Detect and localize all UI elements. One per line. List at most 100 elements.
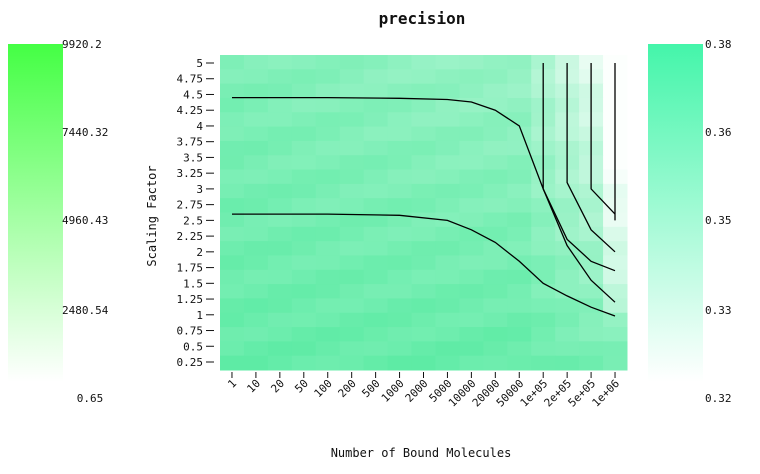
heatmap-cell — [291, 255, 317, 271]
heatmap-cell — [220, 298, 245, 314]
y-tick-label: 3 — [196, 183, 203, 196]
heatmap-cell — [315, 140, 341, 156]
heatmap-cell — [363, 183, 389, 199]
y-tick-label: 4.75 — [177, 73, 204, 86]
heatmap-cell — [531, 255, 556, 271]
heatmap-cell — [291, 341, 317, 357]
heatmap-cell — [267, 112, 293, 128]
heatmap-cell — [315, 169, 341, 185]
heatmap-cell — [243, 55, 269, 70]
heatmap-cell — [435, 269, 460, 285]
heatmap-cell — [603, 255, 628, 271]
heatmap-cell — [243, 69, 269, 85]
heatmap-cell — [339, 155, 365, 171]
heatmap-cell — [339, 212, 365, 228]
heatmap-cell — [220, 198, 245, 213]
heatmap-cell — [243, 241, 269, 256]
heatmap-cell — [555, 327, 580, 342]
heatmap-cell — [411, 198, 436, 213]
heatmap-cell — [243, 284, 269, 299]
heatmap-cell — [267, 169, 293, 185]
y-tick-label: 1.25 — [177, 293, 204, 306]
heatmap-cell — [507, 255, 532, 271]
heatmap-cell — [387, 327, 413, 342]
heatmap-cell — [411, 341, 436, 357]
heatmap-cell — [507, 312, 532, 328]
heatmap-cell — [435, 83, 460, 99]
heatmap-cell — [507, 241, 532, 256]
heatmap-cell — [267, 83, 293, 99]
heatmap-cell — [315, 241, 341, 256]
heatmap-cell — [603, 341, 628, 357]
heatmap-cell — [267, 226, 293, 242]
heatmap-cell — [579, 341, 604, 357]
heatmap-cell — [459, 226, 484, 242]
heatmap-cell — [507, 298, 532, 314]
x-tick-label: 1 — [225, 377, 239, 391]
heatmap-cell — [603, 284, 628, 299]
heatmap-cell — [220, 269, 245, 285]
heatmap-cell — [435, 355, 460, 371]
heatmap-cell — [411, 112, 436, 128]
heatmap-cell — [387, 183, 413, 199]
heatmap-cell — [411, 269, 436, 285]
heatmap-cell — [267, 140, 293, 156]
heatmap-cell — [459, 140, 484, 156]
heatmap-cell — [387, 241, 413, 256]
heatmap-cell — [363, 269, 389, 285]
heatmap-cell — [291, 69, 317, 85]
heatmap-cell — [459, 169, 484, 185]
heatmap-cell — [291, 55, 317, 70]
x-tick-label: 1000 — [379, 377, 407, 405]
x-tick-label: 1e+06 — [590, 377, 623, 410]
heatmap-cell — [459, 126, 484, 142]
heatmap-cell — [411, 83, 436, 99]
heatmap-cell — [291, 112, 317, 128]
heatmap-cell — [339, 269, 365, 285]
heatmap-cell — [435, 69, 460, 85]
right-colorbar-labels: 0.38 0.36 0.35 0.33 0.32 — [705, 38, 732, 405]
heatmap-cell — [220, 312, 245, 328]
heatmap-cell — [315, 112, 341, 128]
heatmap-cell — [339, 126, 365, 142]
heatmap-cell — [267, 298, 293, 314]
heatmap-cell — [339, 97, 365, 113]
heatmap-cell — [555, 284, 580, 299]
heatmap-cell — [315, 83, 341, 99]
heatmap-cell — [531, 212, 556, 228]
heatmap-cell — [291, 169, 317, 185]
heatmap-cell — [411, 298, 436, 314]
x-tick-label: 10 — [244, 377, 263, 396]
heatmap-cell — [507, 327, 532, 342]
y-tick-label: 2 — [196, 246, 203, 259]
heatmap-cell — [315, 355, 341, 371]
heatmap-cell — [483, 212, 508, 228]
left-colorbar-labels: 9920.2 7440.32 4960.43 2480.54 0.65 — [62, 38, 109, 405]
heatmap-cell — [459, 312, 484, 328]
heatmap-cell — [387, 269, 413, 285]
heatmap-cell — [267, 69, 293, 85]
heatmap-cell — [483, 97, 508, 113]
heatmap-cell — [339, 298, 365, 314]
heatmap-cell — [507, 198, 532, 213]
heatmap-cell — [411, 241, 436, 256]
heatmap-cell — [387, 226, 413, 242]
heatmap-cell — [483, 55, 508, 70]
heatmap-cell — [363, 83, 389, 99]
y-tick-label: 4.5 — [183, 88, 203, 101]
heatmap-cell — [531, 183, 556, 199]
heatmap-cell — [579, 241, 604, 256]
right-colorbar-label: 0.33 — [705, 304, 732, 317]
heatmap-cell — [507, 112, 532, 128]
heatmap-cell — [387, 255, 413, 271]
heatmap-cell — [339, 55, 365, 70]
heatmap-cell — [555, 55, 580, 70]
heatmap-cell — [459, 83, 484, 99]
heatmap-cell — [291, 241, 317, 256]
heatmap-cell — [459, 298, 484, 314]
right-colorbar-label: 0.38 — [705, 38, 732, 51]
heatmap-cell — [291, 212, 317, 228]
heatmap-cell — [220, 284, 245, 299]
heatmap-cell — [483, 83, 508, 99]
heatmap-cell — [579, 255, 604, 271]
